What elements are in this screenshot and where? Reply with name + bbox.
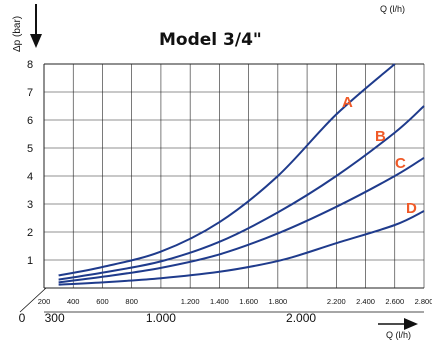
top-x-tick-label: 2.400 [356,297,375,306]
curve-c [58,156,425,284]
chart-grid [43,63,425,289]
curve-label-c: C [395,155,406,172]
top-x-tick-label: 400 [67,297,80,306]
top-x-tick-labels: 200 400 600 800 1.200 1.400 1.600 1.800 2.200 2.4… [38,297,432,306]
top-x-tick-label: 1.400 [210,297,229,306]
bottom-x-tick-label: 1.000 [146,311,176,325]
chart-title: Model 3/4" [159,30,262,50]
top-x-unit-label: Q (l/h) [380,4,405,14]
top-x-tick-label: 2.600 [385,297,404,306]
y-tick-label: 7 [27,87,33,99]
chart-curves [58,63,425,286]
curve-d [58,210,425,286]
y-tick-label: 6 [27,115,33,127]
bottom-x-unit-label: Q (l/h) [386,330,411,340]
bottom-x-tick-label: 0 [19,311,26,325]
bottom-x-tick-label: 300 [45,311,65,325]
y-tick-label: 2 [27,227,33,239]
bottom-x-tick-label: 2.000 [286,311,316,325]
y-tick-label: 4 [27,171,33,183]
curve-b [58,105,425,281]
top-x-tick-label: 1.600 [239,297,258,306]
y-axis-label: Δp (bar) [12,16,23,52]
top-x-tick-label: 1.200 [181,297,200,306]
down-arrow-icon [30,4,42,48]
y-tick-labels: 1 2 3 4 5 6 7 8 [27,59,33,267]
y-tick-label: 3 [27,199,33,211]
curve-a [58,63,396,277]
y-tick-label: 1 [27,255,33,267]
curve-label-b: B [375,128,386,145]
top-x-tick-label: 2.200 [327,297,346,306]
y-tick-label: 5 [27,143,33,155]
right-arrow-icon [378,318,418,330]
curve-label-d: D [406,200,417,217]
bottom-axis [19,287,424,313]
top-x-tick-label: 2.800 [415,297,432,306]
top-x-tick-label: 200 [38,297,51,306]
y-tick-label: 8 [27,59,33,71]
curve-label-a: A [342,94,353,111]
top-x-tick-label: 1.800 [268,297,287,306]
top-x-tick-label: 800 [125,297,138,306]
top-x-tick-label: 600 [96,297,109,306]
bottom-x-tick-labels: 0 300 1.000 2.000 [19,311,317,325]
